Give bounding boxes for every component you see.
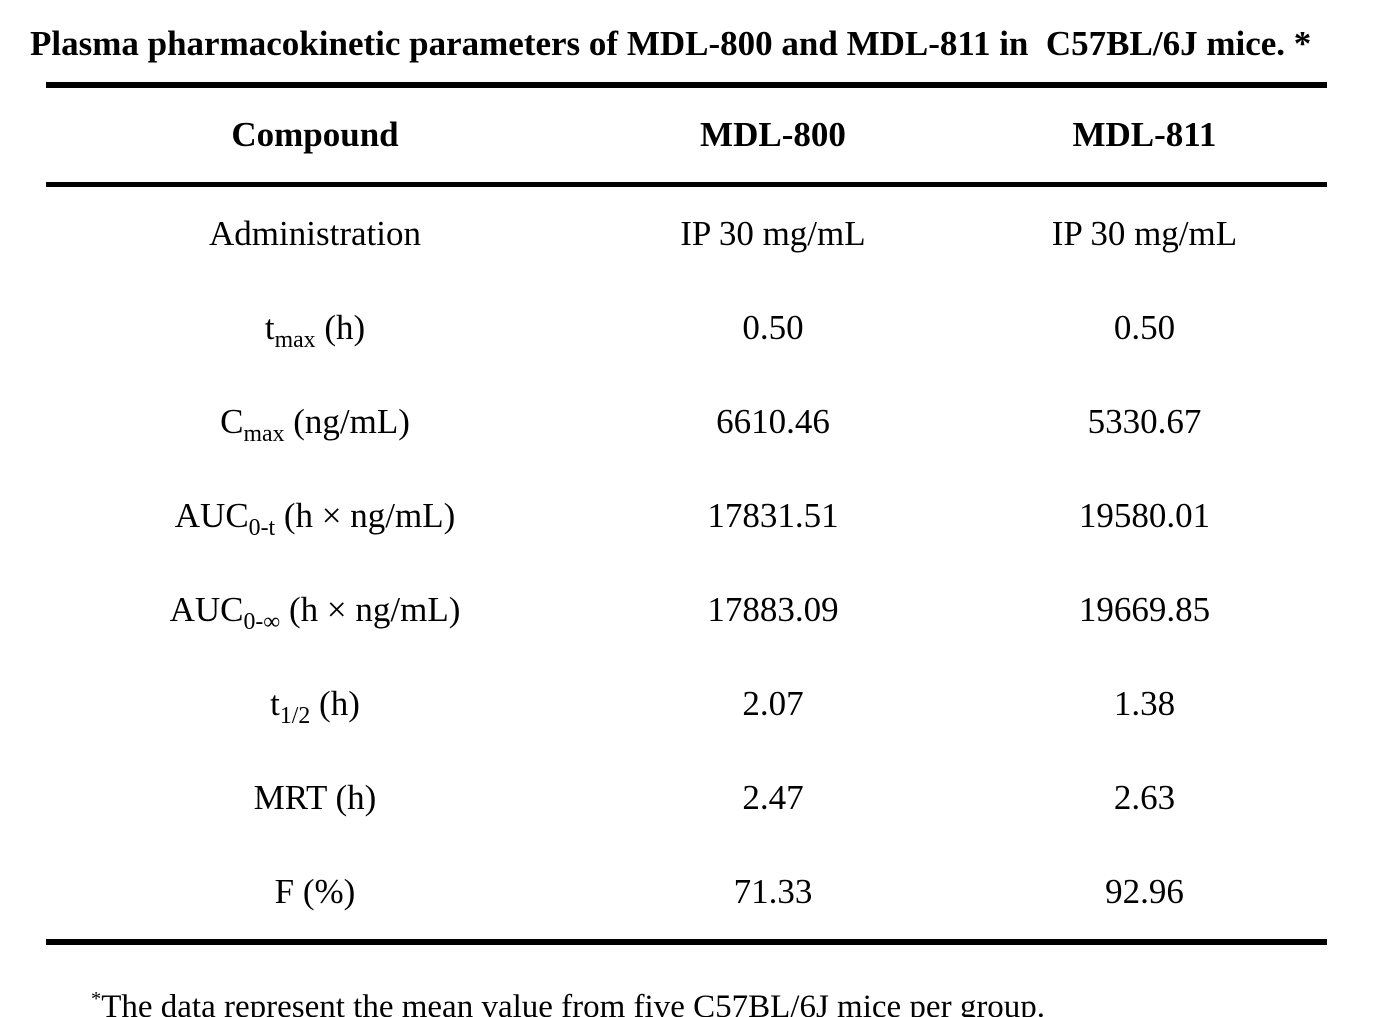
value-cell-mdl800: 2.07 xyxy=(742,684,804,723)
value-cell-mdl811: 0.50 xyxy=(1113,308,1176,347)
table-row: t1/2 (h) 2.07 1.38 xyxy=(46,657,1327,751)
row-parameter-label: MRT (h) xyxy=(253,778,377,817)
column-header-mdl811: MDL-811 xyxy=(1072,115,1217,154)
value-cell-mdl811: 1.38 xyxy=(1113,684,1176,723)
value-cell-mdl800: 71.33 xyxy=(733,872,813,911)
table-header-row: Compound MDL-800 MDL-811 xyxy=(46,88,1327,182)
value-cell-mdl811: IP 30 mg/mL xyxy=(1051,214,1238,253)
table-row: Cmax (ng/mL) 6610.46 5330.67 xyxy=(46,375,1327,469)
table-row: Administration IP 30 mg/mL IP 30 mg/mL xyxy=(46,187,1327,281)
footnote-text: The data represent the mean value from f… xyxy=(101,989,1046,1017)
value-cell-mdl811: 5330.67 xyxy=(1087,402,1202,441)
row-label-subscript: 0-t xyxy=(248,515,276,541)
table-row: AUC0-t (h × ng/mL) 17831.51 19580.01 xyxy=(46,469,1327,563)
table-footnote: *The data represent the mean value from … xyxy=(58,952,1045,1017)
table-row: AUC0-∞ (h × ng/mL) 17883.09 19669.85 xyxy=(46,563,1327,657)
row-parameter-label: Cmax (ng/mL) xyxy=(220,402,410,447)
row-label-subscript: max xyxy=(274,327,316,353)
row-parameter-label: Administration xyxy=(209,214,421,253)
table-title: Plasma pharmacokinetic parameters of MDL… xyxy=(30,24,1312,63)
table-row: MRT (h) 2.47 2.63 xyxy=(46,751,1327,845)
row-parameter-label: F (%) xyxy=(274,872,356,911)
value-cell-mdl800: 17883.09 xyxy=(707,590,839,629)
value-cell-mdl800: 17831.51 xyxy=(707,496,839,535)
value-cell-mdl800: 2.47 xyxy=(742,778,804,817)
table-row: F (%) 71.33 92.96 xyxy=(46,845,1327,939)
table-rule-header-bottom xyxy=(46,182,1327,187)
column-header-compound: Compound xyxy=(231,115,399,154)
value-cell-mdl800: 6610.46 xyxy=(716,402,830,441)
table-rule-top xyxy=(46,82,1327,88)
value-cell-mdl800: IP 30 mg/mL xyxy=(680,214,866,253)
table-rule-bottom xyxy=(46,939,1327,945)
row-parameter-label: AUC0-t (h × ng/mL) xyxy=(174,496,456,541)
table-body: Administration IP 30 mg/mL IP 30 mg/mL tmax… xyxy=(46,187,1327,939)
column-header-mdl800: MDL-800 xyxy=(700,115,846,154)
row-parameter-label: t1/2 (h) xyxy=(270,684,360,729)
row-label-subscript: 1/2 xyxy=(279,703,311,729)
value-cell-mdl811: 19669.85 xyxy=(1078,590,1211,629)
row-parameter-label: AUC0-∞ (h × ng/mL) xyxy=(169,590,461,635)
table-row: tmax (h) 0.50 0.50 xyxy=(46,281,1327,375)
value-cell-mdl811: 92.96 xyxy=(1105,872,1184,911)
row-parameter-label: tmax (h) xyxy=(264,308,366,353)
value-cell-mdl800: 0.50 xyxy=(742,308,804,347)
pk-table: Compound MDL-800 MDL-811 Administration I… xyxy=(46,82,1327,945)
value-cell-mdl811: 19580.01 xyxy=(1078,496,1211,535)
row-label-subscript: max xyxy=(243,421,285,447)
footnote-asterisk-marker: * xyxy=(91,988,102,1010)
row-label-subscript: 0-∞ xyxy=(243,609,281,635)
value-cell-mdl811: 2.63 xyxy=(1113,778,1176,817)
